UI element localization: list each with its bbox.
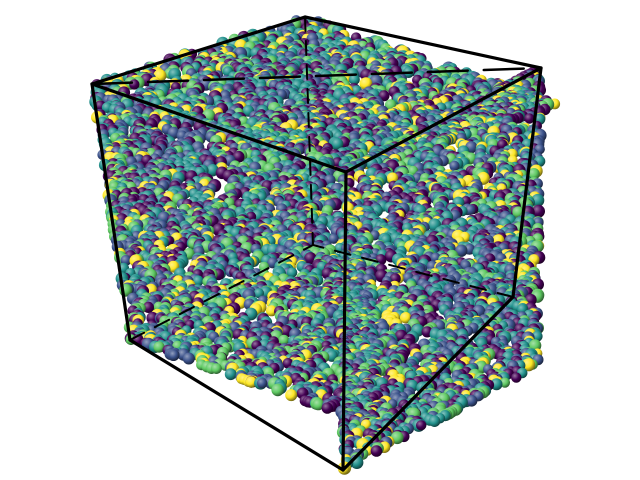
bead — [349, 74, 360, 85]
bead — [524, 113, 535, 124]
bead-layer — [89, 15, 561, 475]
bead — [129, 79, 140, 90]
